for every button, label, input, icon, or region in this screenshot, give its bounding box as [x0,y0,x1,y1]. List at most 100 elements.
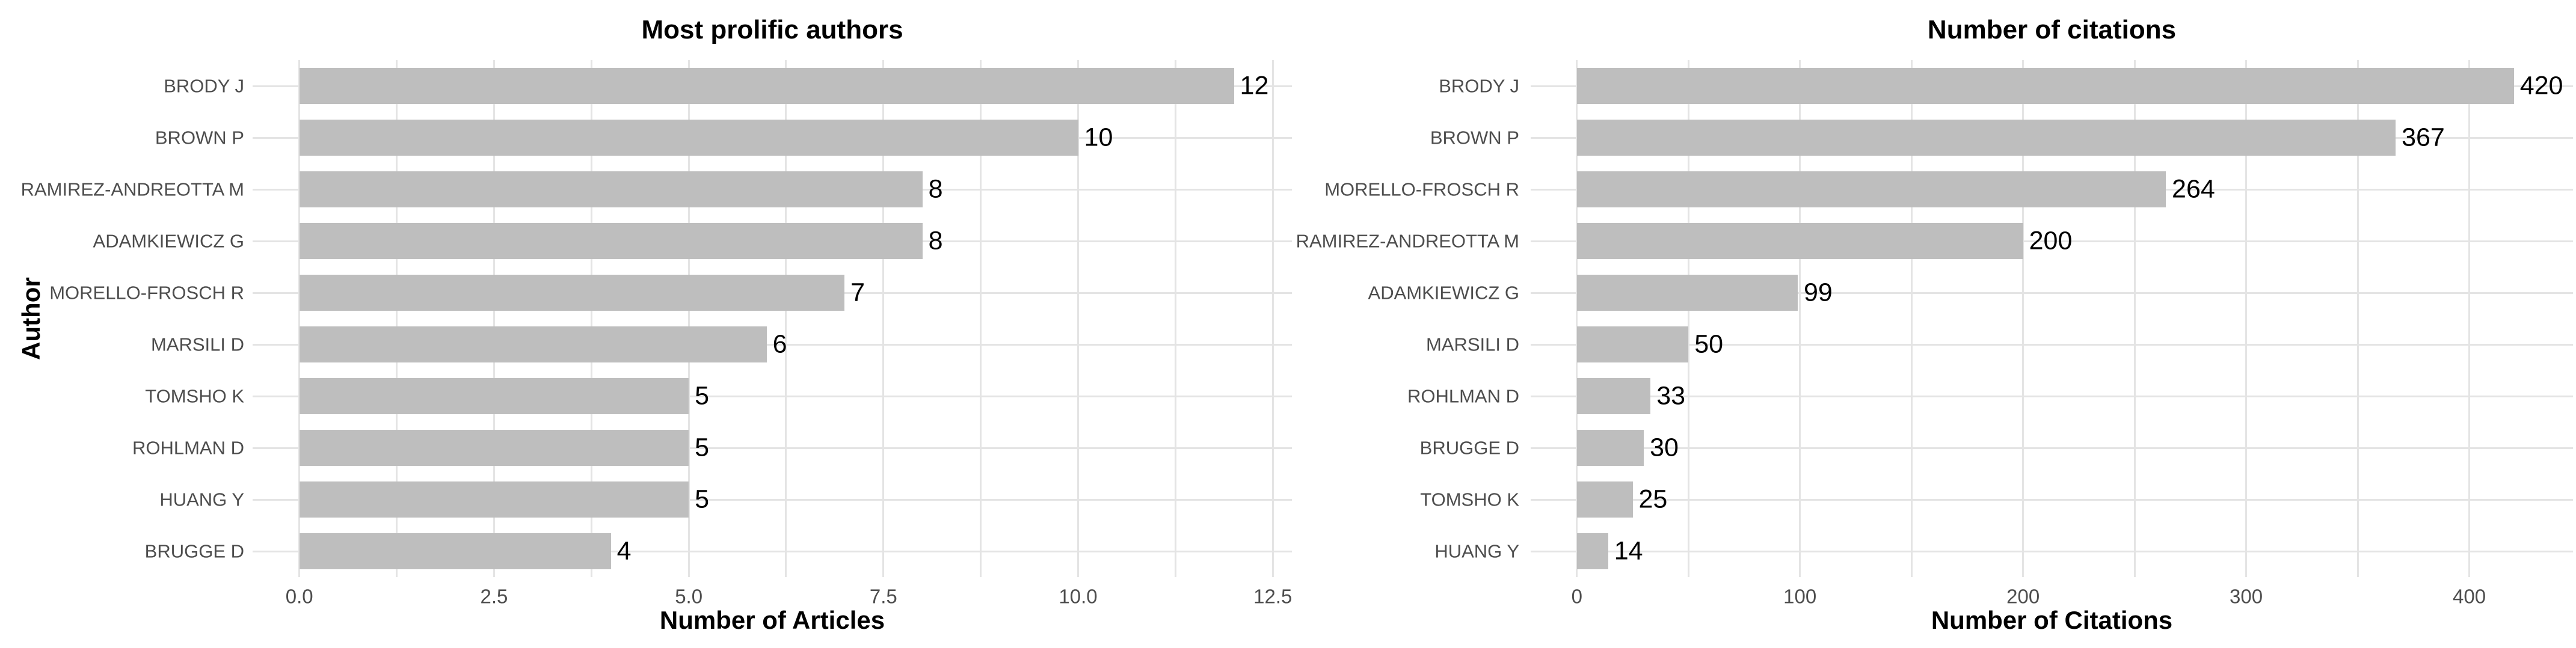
category-label: MORELLO-FROSCH R [1324,179,1519,200]
bar-value-label: 33 [1656,381,1686,411]
bar-value-label: 99 [1804,278,1833,307]
category-label: BRODY J [1439,75,1519,97]
bar-value-label: 10 [1084,123,1113,152]
x-tick-label: 7.5 [869,585,897,608]
gridline-vertical-major [687,60,690,577]
x-tick-label: 0.0 [285,585,313,608]
category-label: ROHLMAN D [1407,385,1519,407]
bar [299,378,689,414]
bar-value-label: 25 [1638,484,1668,514]
category-label: ROHLMAN D [132,437,244,459]
citations-bar-chart: Number of citations 420 367 264 200 99 50 33 30 2… [1288,0,2576,648]
gridline-horizontal-major [1531,498,2573,501]
bar [299,481,689,518]
gridline-vertical-major [298,60,301,577]
chart-title: Most prolific authors [641,15,903,44]
x-tick-label: 400 [2452,585,2486,608]
x-tick-label: 0 [1571,585,1582,608]
bar [1576,533,1608,569]
bar [1576,378,1651,414]
category-label: HUANG Y [1434,540,1519,562]
x-tick-label: 5.0 [675,585,703,608]
articles-bar-chart: Most prolific authors Author 12 10 8 8 7 6 5 5 5 4 B… [17,15,1292,634]
gridline-vertical-major [1799,60,1801,577]
category-label: MARSILI D [150,334,244,355]
category-label: BRODY J [164,75,244,97]
x-axis-title: Number of Articles [659,606,885,634]
bar [1576,68,2514,104]
bar [1576,171,2166,207]
category-label: TOMSHO K [145,385,244,407]
gridline-horizontal-major [253,447,1292,449]
x-tick-label: 200 [2006,585,2040,608]
bar-value-label: 7 [850,278,865,307]
x-tick-label: 300 [2230,585,2263,608]
x-axis-title: Number of Citations [1931,606,2173,634]
bar-value-label: 420 [2519,71,2563,100]
category-label: BROWN P [155,127,244,148]
x-tick-label: 12.5 [1253,585,1293,608]
category-label: RAMIREZ-ANDREOTTA M [20,179,244,200]
gridline-horizontal-major [253,395,1292,397]
bar [299,120,1078,156]
bar-value-label: 6 [772,329,787,359]
bar [1576,120,2396,156]
gridline-vertical-major [1576,60,1578,577]
category-label: RAMIREZ-ANDREOTTA M [1296,230,1519,252]
bar-value-label: 200 [2029,226,2073,255]
gridline-vertical-major [882,60,885,577]
category-label: MARSILI D [1425,334,1519,355]
bar [299,533,611,569]
plot-panel: 12 10 8 8 7 6 5 5 5 4 [253,60,1292,577]
gridline-vertical-major [1271,60,1274,577]
category-label: BROWN P [1430,127,1519,148]
gridline-vertical-major [2022,60,2024,577]
gridline-horizontal-major [253,550,1292,552]
x-tick-label: 100 [1783,585,1817,608]
bar [1576,275,1798,311]
gridline-horizontal-major [1531,343,2573,346]
gridline-vertical-minor [785,60,787,577]
bar-value-label: 5 [695,484,710,514]
bar [1576,430,1644,466]
category-label: BRUGGE D [1419,437,1519,459]
gridline-vertical-minor [2133,60,2136,577]
bar [1576,223,2023,259]
bar-value-label: 8 [928,226,943,255]
gridline-vertical-minor [1174,60,1176,577]
category-label: ADAMKIEWICZ G [1368,282,1519,304]
bar [1576,481,1633,518]
bar-value-label: 50 [1694,329,1724,359]
category-label: ADAMKIEWICZ G [93,230,244,252]
x-tick-label: 2.5 [480,585,508,608]
bar-value-label: 264 [2172,174,2215,204]
bar [299,68,1234,104]
chart-title: Number of citations [1927,15,2177,44]
gridline-horizontal-major [253,498,1292,501]
category-label: TOMSHO K [1420,489,1519,510]
gridline-horizontal-major [1531,447,2573,449]
bar-value-label: 5 [695,381,710,411]
bar-value-label: 5 [695,433,710,462]
gridline-vertical-major [2468,60,2471,577]
bar [299,430,689,466]
category-label: MORELLO-FROSCH R [49,282,244,304]
gridline-vertical-minor [590,60,592,577]
bar-value-label: 14 [1614,536,1643,566]
x-tick-label: 10.0 [1059,585,1098,608]
gridline-horizontal-major [1531,240,2573,242]
gridline-horizontal-major [1531,550,2573,552]
gridline-vertical-major [2245,60,2248,577]
gridline-vertical-minor [1687,60,1689,577]
gridline-vertical-minor [396,60,398,577]
bar-value-label: 8 [928,174,943,204]
bar-value-label: 30 [1650,433,1679,462]
gridline-vertical-minor [980,60,982,577]
bar [1576,326,1689,362]
gridline-vertical-minor [1910,60,1913,577]
bar-value-label: 12 [1240,71,1269,100]
bar [299,223,923,259]
category-label: BRUGGE D [144,540,244,562]
gridline-vertical-minor [2356,60,2359,577]
